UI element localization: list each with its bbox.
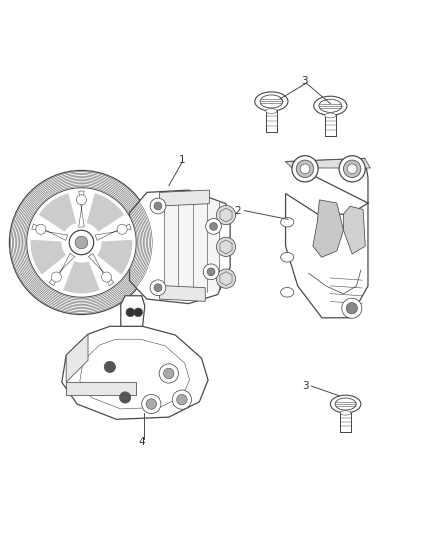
Circle shape [203,264,219,280]
Circle shape [146,399,156,409]
Ellipse shape [330,395,361,413]
Circle shape [154,284,162,292]
Circle shape [343,160,361,177]
Polygon shape [130,190,230,304]
Circle shape [347,164,357,174]
Ellipse shape [281,253,294,262]
Circle shape [163,368,174,379]
Ellipse shape [255,92,288,111]
Ellipse shape [281,217,294,227]
Circle shape [51,272,61,282]
Circle shape [339,156,365,182]
Polygon shape [159,190,209,206]
Polygon shape [87,193,124,231]
Polygon shape [178,196,193,295]
Circle shape [77,195,86,205]
Text: 3: 3 [302,381,309,391]
Polygon shape [121,296,145,326]
Polygon shape [286,158,368,318]
Polygon shape [313,200,343,257]
Circle shape [300,164,310,174]
Polygon shape [66,334,88,382]
Polygon shape [39,193,76,231]
Circle shape [150,280,166,296]
Text: 1: 1 [179,155,185,165]
Circle shape [342,298,362,318]
Polygon shape [88,253,114,286]
Circle shape [142,394,161,414]
Circle shape [292,156,318,182]
Circle shape [216,205,236,225]
Circle shape [150,198,166,214]
Circle shape [120,392,131,403]
Circle shape [75,236,88,249]
Polygon shape [164,195,178,297]
Circle shape [27,188,136,297]
Text: 2: 2 [234,206,241,216]
Circle shape [117,224,127,235]
Polygon shape [343,206,365,254]
Circle shape [134,308,143,317]
Circle shape [172,390,191,409]
Ellipse shape [335,398,356,410]
Polygon shape [62,326,208,419]
Polygon shape [63,261,100,293]
Circle shape [154,202,162,210]
Ellipse shape [325,113,336,118]
Ellipse shape [314,96,347,116]
Polygon shape [207,200,219,292]
Circle shape [10,171,153,314]
Circle shape [216,269,236,288]
Text: 3: 3 [301,76,307,86]
Circle shape [126,308,135,317]
Circle shape [346,303,357,314]
Circle shape [177,394,187,405]
Polygon shape [66,382,136,395]
Ellipse shape [266,109,277,114]
Circle shape [69,230,94,255]
Polygon shape [32,224,67,240]
Circle shape [207,268,215,276]
Polygon shape [49,253,74,286]
Polygon shape [286,158,371,168]
Circle shape [210,222,218,230]
Circle shape [216,237,236,256]
Ellipse shape [260,95,283,108]
Circle shape [206,219,221,235]
Ellipse shape [319,99,342,112]
Polygon shape [95,224,131,240]
Polygon shape [159,286,205,301]
Polygon shape [97,240,132,274]
Ellipse shape [281,287,294,297]
Polygon shape [31,240,66,274]
Text: 4: 4 [138,438,145,448]
Circle shape [36,224,46,235]
Circle shape [296,160,314,177]
Polygon shape [79,191,84,227]
Circle shape [104,361,116,373]
Polygon shape [193,198,207,293]
Circle shape [159,364,178,383]
Circle shape [102,272,112,282]
Ellipse shape [340,410,351,415]
